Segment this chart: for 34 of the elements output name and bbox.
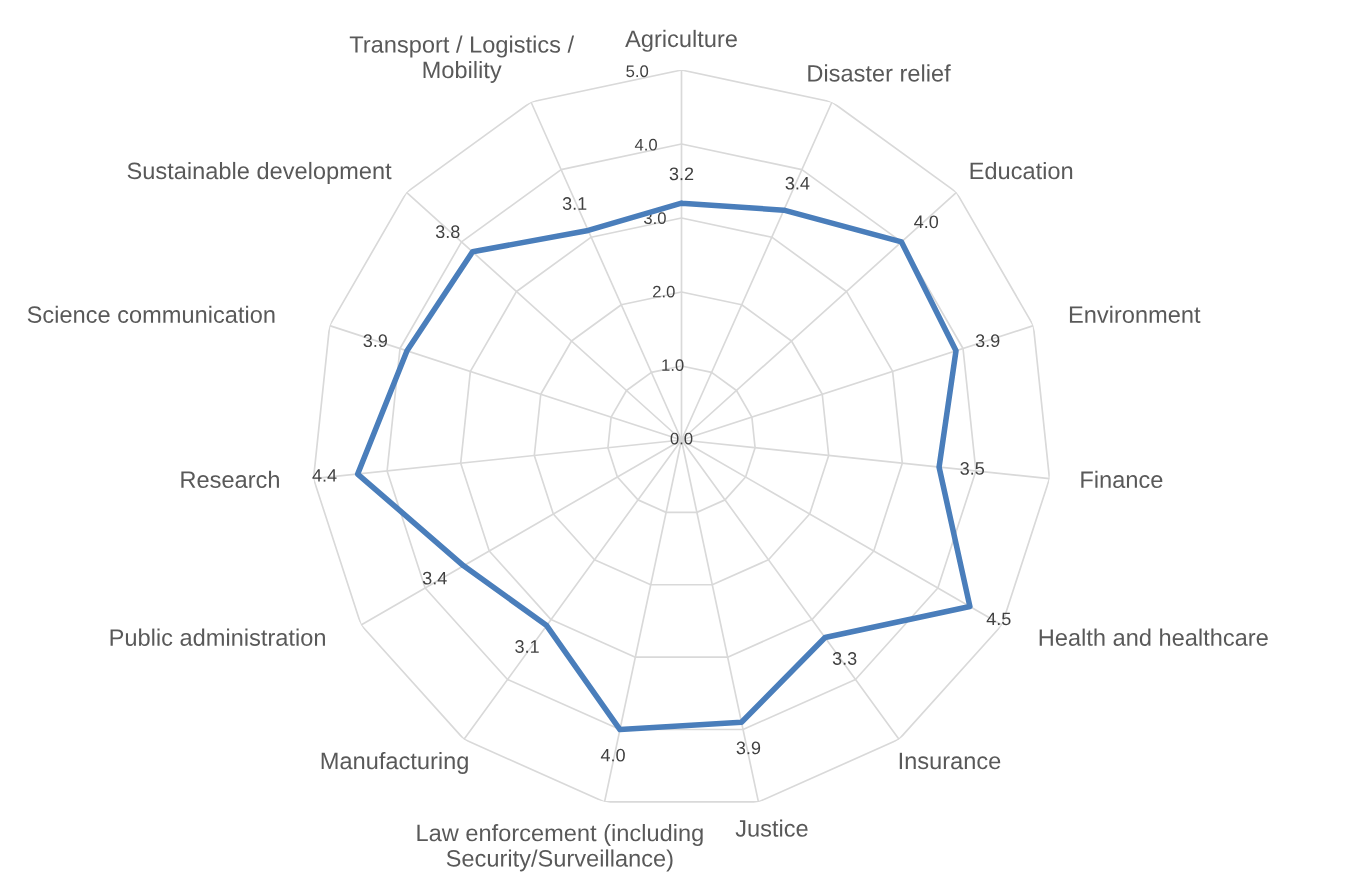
- spoke-label: Research: [181, 470, 279, 489]
- y-tick-label: 2.0: [653, 285, 675, 298]
- spoke-label: Education: [970, 161, 1073, 180]
- spoke-label: Transport / Logistics / Mobility: [349, 35, 575, 83]
- data-label: 3.1: [515, 640, 539, 653]
- spoke-label: Environment: [1069, 305, 1201, 323]
- data-label: 3.2: [669, 167, 694, 181]
- spoke-label: Science communication: [27, 305, 275, 323]
- y-tick-label: 0.0: [670, 432, 693, 445]
- data-label: 4.0: [914, 215, 939, 229]
- data-label: 4.0: [600, 748, 625, 762]
- data-label: 3.4: [422, 571, 447, 585]
- spoke-label: Agriculture: [625, 29, 737, 52]
- data-label: 3.9: [363, 334, 388, 348]
- spoke-label: Law enforcement (including Security/Surveillance): [417, 823, 703, 872]
- data-label: 3.4: [785, 176, 810, 190]
- spoke-label: Disaster relief: [808, 64, 951, 82]
- y-tick-label: 5.0: [626, 65, 649, 78]
- spoke-label: Public administration: [110, 628, 325, 646]
- data-label: 3.3: [832, 652, 857, 665]
- spoke-label: Insurance: [899, 752, 1001, 770]
- y-tick-label: 1.0: [662, 359, 684, 372]
- data-label: 4.5: [986, 612, 1011, 626]
- data-label: 3.8: [435, 225, 460, 239]
- data-label: 4.4: [312, 469, 337, 482]
- data-label: 3.5: [960, 462, 985, 475]
- spoke-label: Sustainable development: [127, 161, 392, 184]
- spoke-label: Health and healthcare: [1039, 628, 1268, 646]
- spoke-label: Manufacturing: [321, 751, 468, 774]
- spoke-label: Finance: [1081, 470, 1163, 489]
- spoke-label: Justice: [735, 819, 808, 837]
- data-label: 3.9: [736, 741, 761, 755]
- data-label: 3.9: [975, 334, 1000, 348]
- data-label: 3.1: [562, 197, 587, 210]
